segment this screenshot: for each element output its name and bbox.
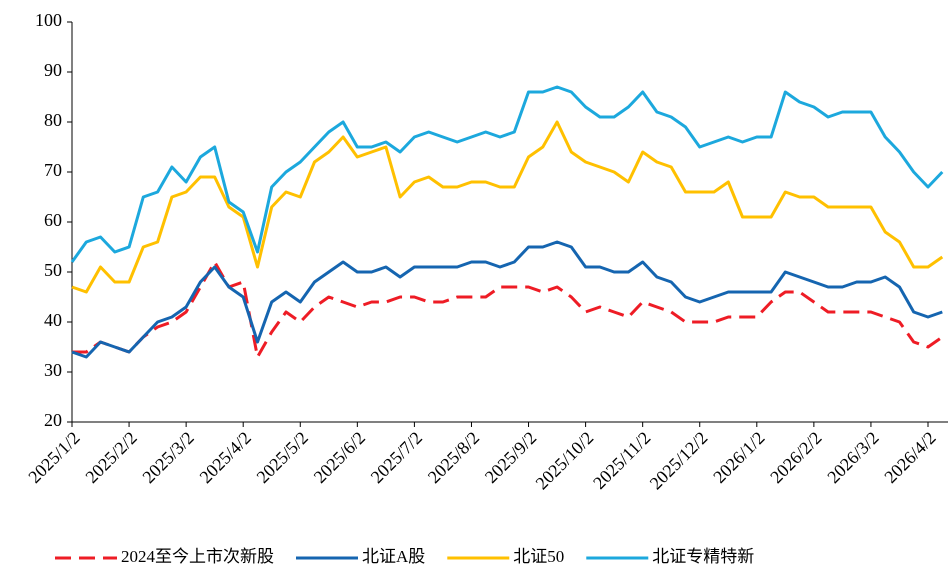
legend-label: 北证50 — [513, 547, 564, 566]
legend-label: 2024至今上市次新股 — [121, 547, 274, 566]
x-tick-label: 2025/5/2 — [253, 428, 312, 487]
y-tick-label: 90 — [44, 60, 62, 80]
x-tick-label: 2025/7/2 — [367, 428, 426, 487]
x-tick-label: 2025/3/2 — [138, 428, 197, 487]
y-tick-label: 80 — [44, 110, 62, 130]
y-tick-label: 30 — [44, 360, 62, 380]
x-tick-label: 2025/12/2 — [646, 428, 712, 494]
x-tick-label: 2025/10/2 — [532, 428, 598, 494]
y-tick-label: 20 — [44, 410, 62, 430]
y-tick-label: 40 — [44, 310, 62, 330]
legend-label: 北证A股 — [362, 547, 425, 566]
x-tick-label: 2025/8/2 — [424, 428, 483, 487]
x-tick-label: 2025/11/2 — [589, 428, 654, 493]
x-tick-label: 2025/4/2 — [196, 428, 255, 487]
x-tick-label: 2026/4/2 — [880, 428, 939, 487]
series-line — [70, 85, 944, 263]
x-tick-label: 2026/3/2 — [823, 428, 882, 487]
legend-label: 北证专精特新 — [652, 547, 754, 566]
series-line — [71, 240, 943, 359]
y-tick-label: 70 — [44, 160, 62, 180]
x-tick-label: 2026/2/2 — [766, 428, 825, 487]
y-tick-label: 50 — [44, 260, 62, 280]
x-tick-label: 2025/2/2 — [81, 428, 140, 487]
y-tick-label: 60 — [44, 210, 62, 230]
series-line — [71, 120, 944, 294]
y-tick-label: 100 — [35, 10, 62, 30]
series-line — [72, 260, 944, 359]
x-tick-label: 2026/1/2 — [709, 428, 768, 487]
x-tick-label: 2025/1/2 — [24, 428, 83, 487]
x-tick-label: 2025/6/2 — [310, 428, 369, 487]
